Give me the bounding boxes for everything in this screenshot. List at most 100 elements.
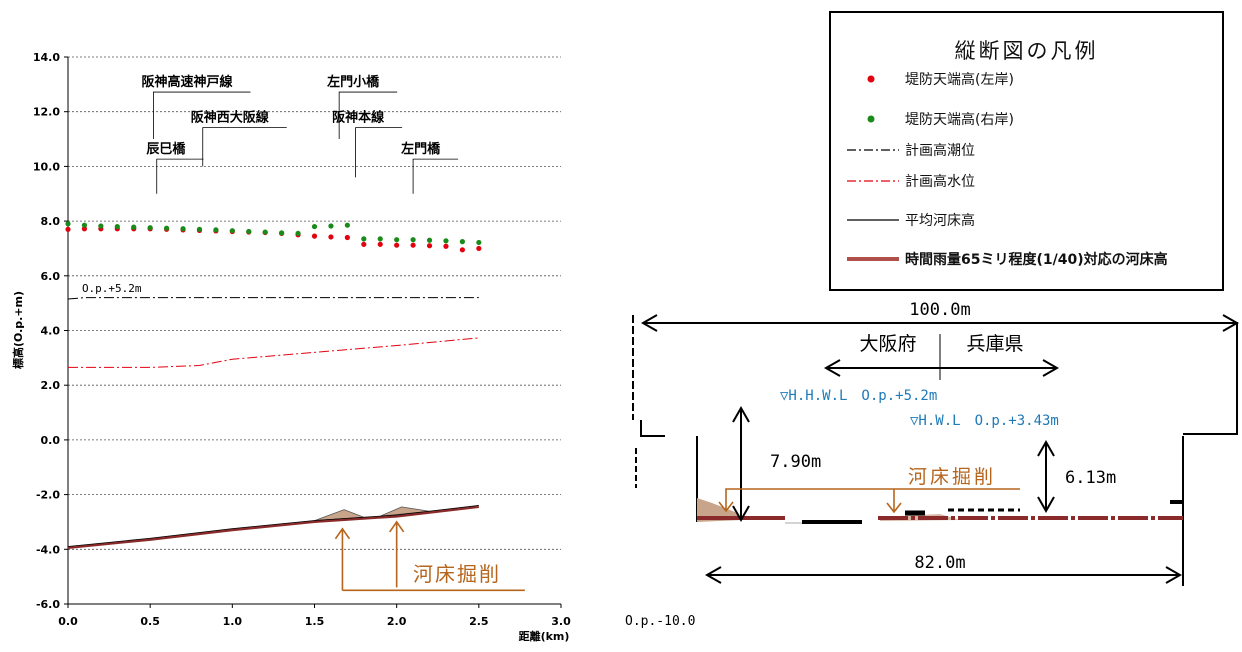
legend-label: 時間雨量65ミリ程度(1/40)対応の河床高 (905, 252, 1168, 268)
legend: 縦断図の凡例 堤防天端高(左岸) 堤防天端高(右岸) 計画高潮位計画高水位平均河床高… (829, 11, 1224, 291)
data-point (65, 221, 71, 227)
callout-label: 河床掘削 (413, 562, 501, 586)
data-point (410, 237, 416, 243)
width-bottom-arrow-head (1165, 566, 1183, 584)
excavation-arrowhead (718, 501, 734, 513)
annotation-label: 左門小橋 (327, 74, 380, 90)
data-point (361, 241, 367, 247)
data-point (311, 223, 318, 230)
data-point (295, 230, 301, 237)
x-axis-label: 距離(km) (519, 629, 570, 643)
x-tick-label: 1.5 (305, 615, 325, 628)
data-point (394, 242, 400, 248)
data-point (229, 228, 235, 234)
excavation-arrowhead (886, 502, 902, 514)
x-tick-label: 2.5 (469, 615, 489, 628)
data-point (262, 229, 268, 235)
annotation-leader (338, 91, 398, 140)
excavation-leader (725, 488, 1020, 512)
annotation-label: 辰巳橋 (146, 141, 186, 157)
x-tick-label: 0.5 (140, 615, 160, 628)
series-line-計画高水位 (68, 337, 479, 368)
legend-swatch (845, 248, 901, 270)
right-berm (1183, 322, 1238, 435)
y-tick-label: 6.0 (41, 270, 61, 283)
right-region-label: 兵庫県 (966, 333, 1023, 355)
hhwl-label: ▽H.H.W.L O.p.+5.2m (780, 388, 937, 404)
x-tick-label: 0.0 (58, 615, 78, 628)
legend-item: 時間雨量65ミリ程度(1/40)対応の河床高 (845, 248, 1168, 270)
data-point (311, 233, 318, 239)
left-region-label: 大阪府 (859, 333, 916, 355)
y-tick-label: -6.0 (36, 598, 60, 611)
excavation-label: 河床掘削 (908, 466, 996, 488)
longitudinal-chart: 14.0 12.0 10.0 8.0 6.0 4.0 2.0 0.0 -2.0 -4.0 -6.0 0… (11, 51, 571, 643)
data-point (81, 226, 88, 232)
y-axis-label: 標高(O.p.+m) (11, 291, 25, 369)
y-tick-label: 12.0 (33, 106, 60, 119)
legend-label: 計画高潮位 (905, 143, 975, 159)
legend-item: 堤防天端高(右岸) (845, 108, 1014, 130)
depth-right-arrow-head (1037, 496, 1055, 514)
data-point (328, 223, 334, 229)
data-point (377, 236, 383, 242)
legend-title: 縦断図の凡例 (954, 39, 1099, 63)
legend-item: 計画高水位 (845, 170, 975, 192)
depth-left-arrow-head (732, 505, 750, 523)
legend-label: 平均河床高 (905, 213, 975, 229)
data-point (426, 243, 433, 249)
series-line-平均河床高 (67, 505, 479, 548)
legend-swatch (845, 209, 901, 231)
legend-label: 堤防天端高(左岸) (905, 72, 1014, 88)
annotation-label: 阪神本線 (332, 110, 385, 126)
data-point (443, 243, 449, 249)
legend-swatch (845, 139, 901, 161)
legend-item: 平均河床高 (845, 209, 975, 231)
data-point (361, 236, 367, 242)
data-point (98, 223, 104, 229)
data-point (81, 222, 88, 228)
legend-swatch (845, 68, 901, 90)
y-tick-label: 14.0 (33, 51, 60, 64)
annotation-label: 左門橋 (401, 141, 441, 157)
legend-item: 堤防天端高(左岸) (845, 68, 1014, 90)
y-tick-label: 0.0 (41, 434, 61, 447)
series-line-時間雨量65ミリ程度(1/40)対応の河床高 (67, 505, 479, 550)
legend-item: 計画高潮位 (845, 139, 975, 161)
data-point (180, 226, 186, 232)
x-tick-label: 2.0 (387, 615, 407, 628)
data-point (344, 234, 350, 241)
annotation-label: 阪神高速神戸線 (141, 74, 233, 90)
data-point (476, 239, 482, 246)
annotation-leader (355, 127, 403, 178)
data-point (476, 245, 482, 252)
data-point (377, 241, 383, 247)
depth-right-label: 6.13m (1065, 468, 1116, 488)
width-bottom-arrow-head (704, 566, 722, 584)
y-tick-label: 4.0 (41, 325, 61, 338)
width-top-label: 100.0m (909, 300, 970, 320)
y-tick-label: -4.0 (36, 543, 60, 556)
annotation-leader (156, 158, 204, 194)
legend-swatch (845, 108, 901, 130)
legend-swatch (845, 170, 901, 192)
data-point (328, 234, 334, 240)
y-tick-label: 8.0 (41, 215, 61, 228)
annotation-label: O.p.+5.2m (82, 282, 142, 295)
depth-right-arrow-head (1037, 439, 1055, 457)
data-point (443, 238, 449, 244)
depth-left-label: 7.90m (770, 452, 821, 472)
legend-label: 堤防天端高(右岸) (905, 112, 1014, 128)
data-point (410, 242, 416, 248)
hwl-label: ▽H.W.L O.p.+3.43m (910, 413, 1059, 429)
base-level-label: O.p.-10.0 (625, 614, 695, 629)
width-top-arrow-head (640, 314, 658, 332)
region-arrow-head (823, 359, 841, 377)
y-tick-label: -2.0 (36, 489, 60, 502)
legend-label: 計画高水位 (905, 174, 975, 190)
annotation-leader (202, 127, 287, 167)
data-point (131, 224, 137, 230)
data-point (164, 225, 170, 231)
